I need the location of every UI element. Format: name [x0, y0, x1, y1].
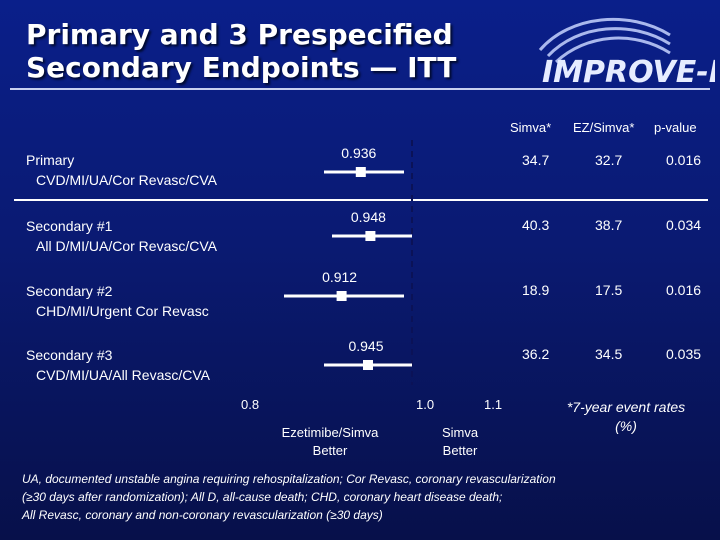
- col-header-ez-simva: EZ/Simva*: [573, 120, 635, 135]
- footnote-line-1: UA, documented unstable angina requiring…: [22, 472, 556, 486]
- simva-rate: 34.7: [522, 152, 550, 168]
- row-title: Secondary #2: [26, 283, 113, 299]
- p-value: 0.016: [666, 282, 702, 298]
- row-label-secondary-3: Secondary #3 CVD/MI/UA/All Revasc/CVA: [26, 345, 210, 385]
- ez-simva-rate: 17.5: [595, 282, 623, 298]
- row-title: Secondary #1: [26, 218, 113, 234]
- hr-point: [363, 360, 373, 370]
- x-tick-1-1: 1.1: [484, 397, 503, 412]
- event-rate-note: *7-year event rates (%): [566, 399, 686, 434]
- simva-rate: 36.2: [522, 346, 550, 362]
- hr-point: [336, 291, 347, 301]
- hr-label: 0.945: [348, 338, 383, 354]
- improve-it-logo: IMPROVE-IT: [538, 17, 715, 90]
- footnote-line-3: All Revasc, coronary and non-coronary re…: [22, 508, 383, 522]
- col-header-simva: Simva*: [510, 120, 552, 135]
- col-header-p-value: p-value: [654, 120, 697, 135]
- ez-simva-rate: 38.7: [595, 217, 623, 233]
- row-title: Primary: [26, 152, 75, 168]
- primary-secondary-divider: [14, 199, 708, 201]
- abbreviations-footnote: UA, documented unstable angina requiring…: [22, 470, 712, 524]
- x-tick-0-8: 0.8: [241, 397, 260, 412]
- row-title: Secondary #3: [26, 347, 113, 363]
- slide-title: Primary and 3 Prespecified Secondary End…: [26, 18, 506, 84]
- hr-label: 0.948: [351, 209, 386, 225]
- x-tick-1-0: 1.0: [416, 397, 435, 412]
- row-label-primary: Primary CVD/MI/UA/Cor Revasc/CVA: [26, 150, 217, 190]
- simva-rate: 18.9: [522, 282, 550, 298]
- simva-rate: 40.3: [522, 217, 550, 233]
- simva-better-label: Simva Better: [441, 425, 479, 458]
- row-label-secondary-1: Secondary #1 All D/MI/UA/Cor Revasc/CVA: [26, 216, 217, 256]
- ezetimibe-better-label: Ezetimibe/Simva Better: [281, 425, 379, 458]
- row-subtitle: CHD/MI/Urgent Cor Revasc: [36, 303, 209, 319]
- title-line-1: Primary and 3 Prespecified: [26, 18, 453, 51]
- logo-text: IMPROVE-IT: [542, 55, 715, 90]
- hr-point: [365, 231, 376, 241]
- row-subtitle: CVD/MI/UA/All Revasc/CVA: [36, 367, 210, 383]
- title-line-2: Secondary Endpoints — ITT: [26, 51, 457, 84]
- p-value: 0.016: [666, 152, 702, 168]
- footnote-line-2: (≥30 days after randomization); All D, a…: [22, 490, 503, 504]
- ez-simva-rate: 34.5: [595, 346, 623, 362]
- ez-simva-rate: 32.7: [595, 152, 623, 168]
- title-divider: [10, 88, 710, 90]
- p-value: 0.034: [666, 217, 702, 233]
- row-label-secondary-2: Secondary #2 CHD/MI/Urgent Cor Revasc: [26, 281, 209, 321]
- hr-label: 0.912: [322, 269, 357, 285]
- p-value: 0.035: [666, 346, 702, 362]
- hr-point: [355, 167, 366, 177]
- row-subtitle: CVD/MI/UA/Cor Revasc/CVA: [36, 172, 217, 188]
- hr-label: 0.936: [341, 145, 376, 161]
- row-subtitle: All D/MI/UA/Cor Revasc/CVA: [36, 238, 217, 254]
